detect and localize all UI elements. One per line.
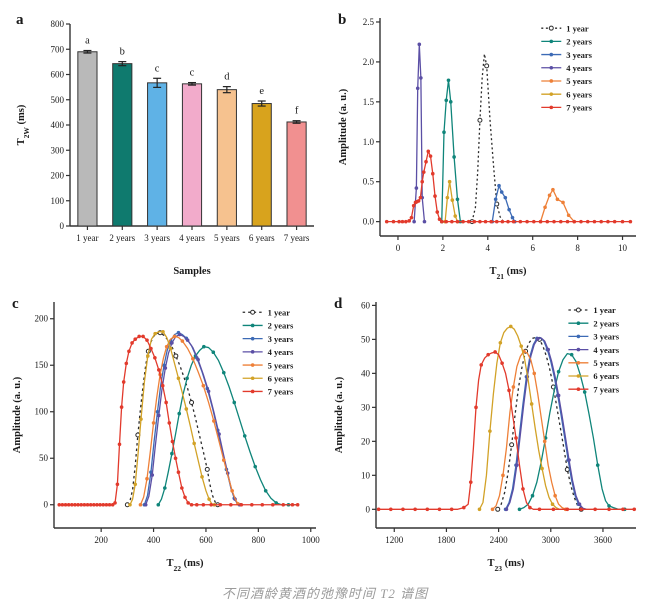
svg-text:100: 100 [51,196,65,206]
svg-text:b: b [338,12,346,28]
svg-text:6 years: 6 years [249,233,275,243]
svg-text:T22 (ms): T22 (ms) [166,558,204,573]
svg-text:600: 600 [51,70,65,80]
svg-text:200: 200 [51,171,65,181]
svg-text:2 years: 2 years [593,318,619,328]
svg-text:10: 10 [618,243,628,253]
svg-text:Samples: Samples [173,266,210,277]
svg-text:5 years: 5 years [268,360,294,370]
svg-text:0.5: 0.5 [363,177,375,187]
svg-text:7 years: 7 years [593,384,619,394]
svg-text:1 year: 1 year [566,23,589,33]
svg-text:1800: 1800 [437,535,456,545]
svg-text:1200: 1200 [385,535,404,545]
svg-text:f: f [295,106,299,117]
svg-text:5 years: 5 years [214,233,240,243]
svg-text:3000: 3000 [542,535,561,545]
svg-text:10: 10 [361,470,371,480]
svg-text:6 years: 6 years [566,89,592,99]
svg-text:5 years: 5 years [566,76,592,86]
svg-text:1.0: 1.0 [363,137,375,147]
figure-caption: 不同酒龄黄酒的弛豫时间 T2 谱图 [221,586,429,601]
svg-text:700: 700 [51,44,65,54]
svg-text:c: c [190,68,195,79]
svg-text:T23 (ms): T23 (ms) [487,558,525,573]
svg-text:4 years: 4 years [179,233,205,243]
svg-text:60: 60 [361,300,371,310]
svg-text:d: d [224,72,230,83]
svg-text:c: c [12,296,19,312]
svg-text:50: 50 [361,334,371,344]
svg-text:1 year: 1 year [268,307,291,317]
svg-text:6 years: 6 years [593,371,619,381]
svg-text:T21 (ms): T21 (ms) [489,266,527,281]
svg-text:3 years: 3 years [566,50,592,60]
svg-text:600: 600 [199,535,213,545]
svg-text:2 years: 2 years [109,233,135,243]
svg-text:2 years: 2 years [268,321,294,331]
svg-text:200: 200 [94,535,108,545]
svg-text:Amplitude (a. u.): Amplitude (a. u.) [334,376,345,453]
svg-text:3 years: 3 years [593,332,619,342]
svg-text:3600: 3600 [594,535,613,545]
svg-text:1000: 1000 [302,535,321,545]
svg-text:7 years: 7 years [268,387,294,397]
svg-text:800: 800 [51,19,65,29]
svg-text:7 years: 7 years [284,233,310,243]
svg-text:300: 300 [51,145,65,155]
bar-chart-t2w: 0 100 200 300 400 500 600 700 800 T2W (ms) Samples… [16,12,314,277]
svg-text:8: 8 [575,243,580,253]
svg-text:0: 0 [396,243,401,253]
svg-text:b: b [120,47,125,58]
svg-text:6: 6 [530,243,535,253]
svg-text:1 year: 1 year [593,305,616,315]
svg-text:50: 50 [39,453,49,463]
svg-text:30: 30 [361,402,371,412]
svg-text:6 years: 6 years [268,373,294,383]
svg-text:d: d [334,296,343,312]
svg-text:2: 2 [441,243,446,253]
svg-text:2.0: 2.0 [363,57,375,67]
svg-text:1 year: 1 year [76,233,98,243]
svg-text:c: c [155,63,160,74]
svg-text:4 years: 4 years [268,347,294,357]
svg-text:0: 0 [60,221,65,231]
svg-text:3 years: 3 years [144,233,170,243]
line-chart-t23: 0 10 20 30 40 50 60 1200 1800 2400 3000 3600 Amplitu… [334,296,637,573]
svg-text:150: 150 [35,360,49,370]
svg-text:200: 200 [35,314,49,324]
line-chart-t22: 0 50 100 150 200 200 400 600 800 1000 Amplitude (a… [12,296,321,573]
svg-text:100: 100 [35,407,49,417]
svg-text:500: 500 [51,95,65,105]
svg-text:Amplitude (a. u.): Amplitude (a. u.) [12,376,23,453]
svg-text:T2W (ms): T2W (ms) [16,104,31,145]
svg-text:e: e [259,86,264,97]
line-chart-t21: 0.0 0.5 1.0 1.5 2.0 2.5 0 2 4 6 8 10 Amplitude (a. u… [338,12,636,281]
svg-text:Amplitude (a. u.): Amplitude (a. u.) [338,88,349,165]
svg-text:a: a [85,36,90,47]
svg-text:4: 4 [486,243,491,253]
svg-text:0: 0 [44,500,49,510]
svg-text:400: 400 [51,120,65,130]
svg-text:3 years: 3 years [268,334,294,344]
svg-text:4 years: 4 years [593,345,619,355]
svg-text:2.5: 2.5 [363,17,375,27]
svg-text:0: 0 [366,504,371,514]
svg-text:40: 40 [361,368,371,378]
svg-text:800: 800 [252,535,266,545]
svg-text:5 years: 5 years [593,358,619,368]
svg-text:a: a [16,12,24,28]
svg-text:7 years: 7 years [566,103,592,113]
svg-text:4 years: 4 years [566,63,592,73]
svg-text:0.0: 0.0 [363,217,375,227]
svg-text:400: 400 [147,535,161,545]
svg-text:2400: 2400 [490,535,509,545]
svg-text:20: 20 [361,436,371,446]
svg-text:2 years: 2 years [566,37,592,47]
svg-text:1.5: 1.5 [363,97,375,107]
